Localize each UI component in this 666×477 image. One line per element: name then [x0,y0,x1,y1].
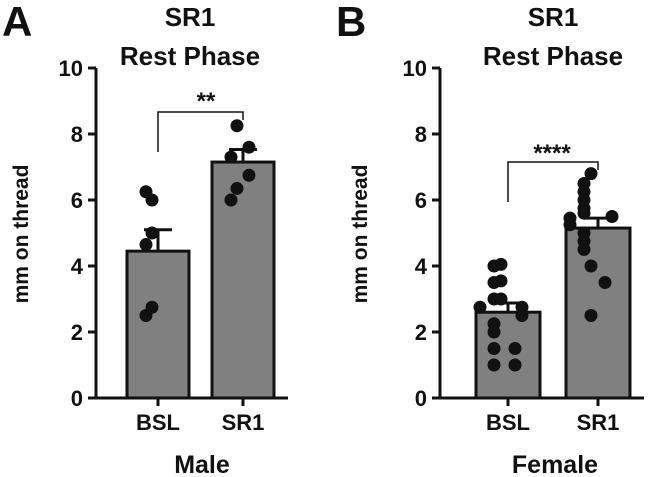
panel-a-y-tick-label: 10 [59,56,83,81]
panel-a-data-point [139,238,153,252]
panel-b-bar-bsl [474,310,542,400]
panel-b-data-point [473,300,487,314]
panel-a-significance: ** [197,88,216,115]
panel-b-data-point [584,309,598,322]
panel-b-data-point [487,325,501,339]
panel-b-data-point [487,292,501,306]
panel-b-y-axis-label: mm on thread [349,165,372,304]
panel-a-data-point [145,226,159,240]
panel-a-category-bsl: BSL [136,410,180,435]
panel-a-y-tick-label: 4 [71,254,84,279]
panel-a: A SR1 Rest Phase mm on thread Male BSL S… [2,0,264,477]
panel-b-data-point [508,342,522,355]
panel-b-y-tick-label: 4 [415,254,428,279]
panel-b-data-point [487,358,501,372]
panel-a-title-line2: Rest Phase [120,41,260,71]
chart-marks: 0 2 4 6 8 10 0 2 4 6 8 10 [59,56,644,411]
panel-a-data-point [230,181,244,195]
panel-a-y-tick-label: 2 [71,320,83,345]
panel-a-y-tick-label: 6 [71,188,83,213]
panel-b-data-point [515,309,529,322]
panel-a-category-sr1: SR1 [222,410,265,435]
panel-b-y-tick-label: 8 [415,122,427,147]
panel-b-data-point [577,243,591,256]
panel-b-significance-bracket [507,161,599,202]
panel-b-y-tick-label: 2 [415,320,427,345]
panel-b-significance: **** [533,140,571,167]
panel-b-data-point [487,259,501,273]
panel-b-y-tick-label: 10 [403,56,427,81]
panel-b-y-tick-label: 0 [415,386,427,411]
panel-a-data-point [139,309,153,322]
panel-b-bar-sr1 [564,226,632,400]
panel-b-data-point [487,276,501,289]
panel-b-category-sr1: SR1 [577,410,620,435]
panel-a-y-tick-label: 0 [71,386,83,411]
panel-b-data-point [598,276,612,289]
panel-a-label: A [2,0,32,45]
panel-a-x-axis-label: Male [174,451,230,477]
panel-a-bar-bsl [125,249,191,400]
panel-a-data-point [224,193,238,207]
panel-a-y-axis-label: mm on thread [10,165,33,304]
panel-a-title-line1: SR1 [165,2,216,32]
panel-b: B SR1 Rest Phase mm on thread Female BSL… [336,0,623,477]
panel-b-title-line1: SR1 [528,2,579,32]
panel-b-category-bsl: BSL [486,410,530,435]
panel-b-data-point [605,210,619,223]
panel-a-significance-bracket [157,111,244,152]
panel-a-data-point [242,168,256,182]
panel-b-title-line2: Rest Phase [483,41,623,71]
panel-a-data-point [242,140,256,154]
panel-b-data-point [584,167,598,181]
panel-b-label: B [336,0,366,45]
panel-a-data-point [224,150,238,164]
panel-a-y-tick-label: 8 [71,122,83,147]
panel-a-bar-sr1 [210,160,276,400]
panel-b-data-point [487,342,501,355]
panel-b-data-point [577,206,591,220]
panel-b-data-point [584,259,598,273]
panel-b-data-point [563,218,577,232]
panel-b-y-tick-label: 6 [415,188,427,213]
panel-a-data-point [139,185,153,199]
panel-a-data-point [230,119,244,133]
panel-b-data-point [508,358,522,372]
panel-b-x-axis-label: Female [512,451,598,477]
